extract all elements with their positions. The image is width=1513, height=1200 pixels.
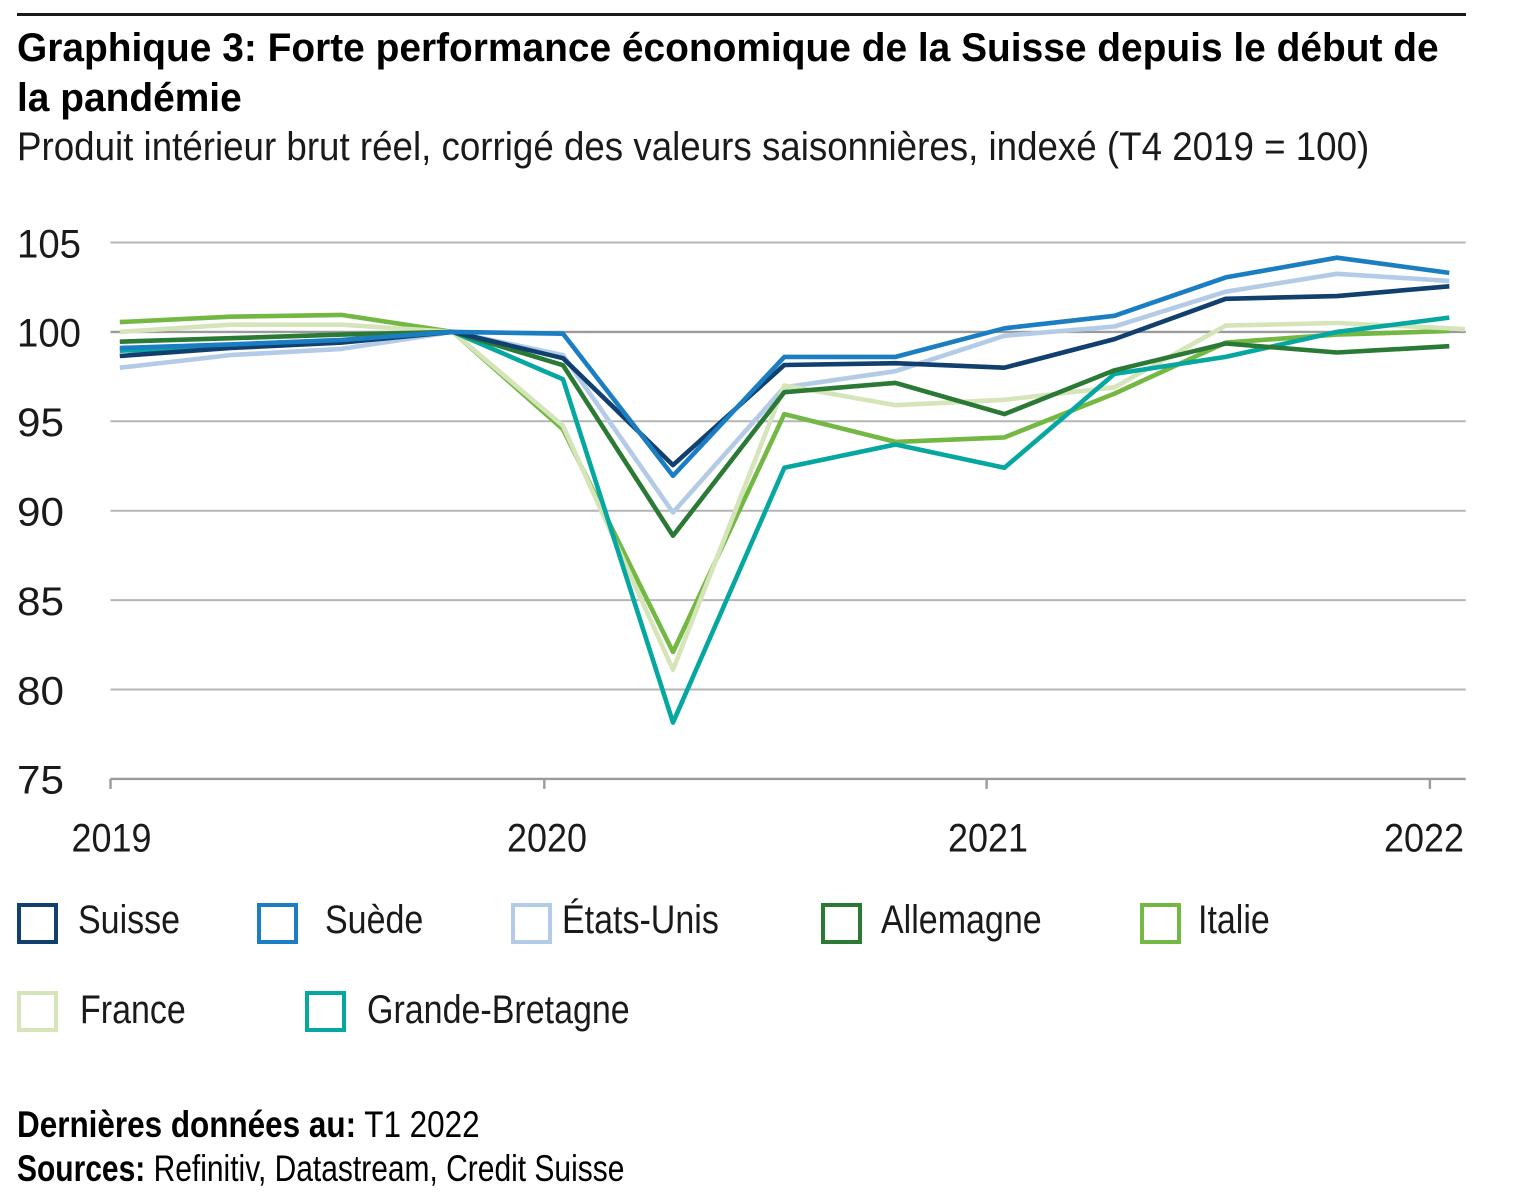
svg-text:105: 105	[17, 222, 81, 266]
svg-text:85: 85	[17, 580, 64, 624]
svg-text:2019: 2019	[72, 817, 152, 861]
svg-text:2022: 2022	[1384, 817, 1464, 861]
svg-text:75: 75	[17, 759, 64, 803]
svg-text:2020: 2020	[507, 817, 587, 861]
svg-text:95: 95	[17, 401, 64, 445]
svg-text:90: 90	[17, 491, 64, 535]
svg-text:2021: 2021	[948, 817, 1028, 861]
svg-text:100: 100	[17, 312, 81, 356]
svg-text:80: 80	[17, 669, 64, 713]
